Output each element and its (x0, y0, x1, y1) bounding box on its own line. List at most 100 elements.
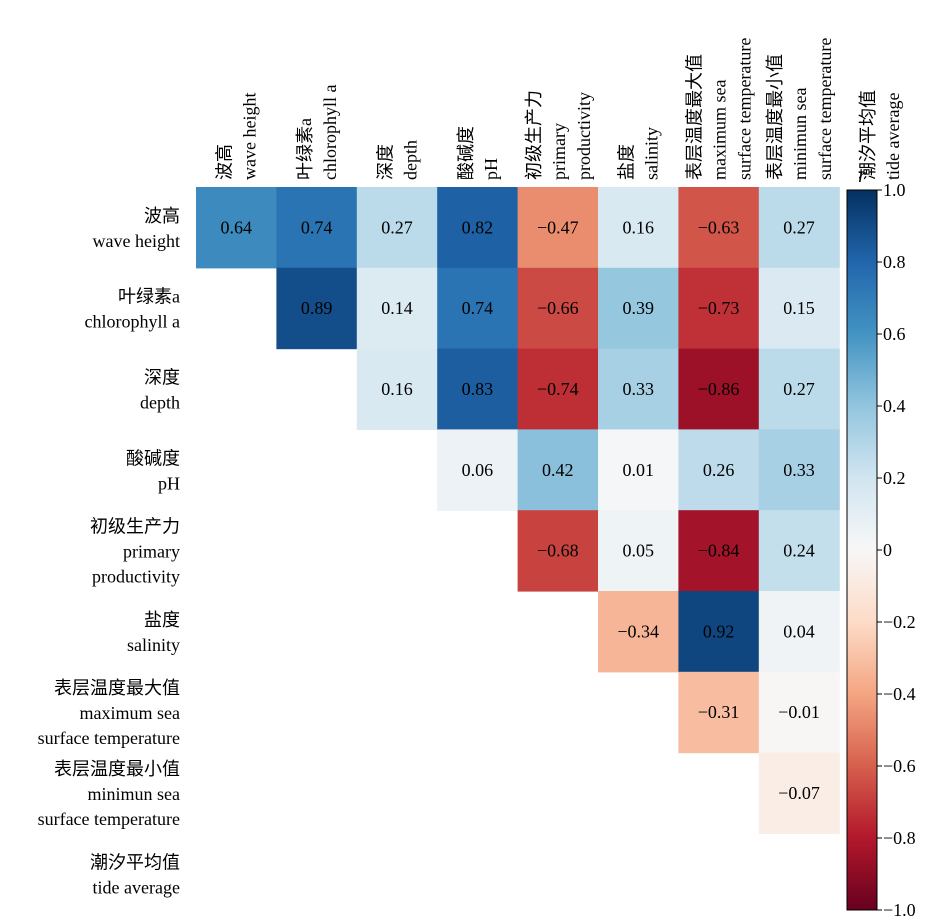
heatmap-cell (758, 429, 840, 511)
cell-value-label: 0.89 (301, 298, 333, 318)
heatmap-cell (276, 187, 358, 269)
cell-value-label: −0.73 (698, 298, 740, 318)
row-label: 盐度 (144, 610, 180, 630)
cell-value-label: −0.86 (698, 379, 740, 399)
column-label: 盐度 (617, 144, 637, 180)
cell-value-label: −0.84 (698, 541, 740, 561)
heatmap-cell (437, 348, 519, 430)
cell-value-label: 0.27 (783, 379, 815, 399)
heatmap-cell (517, 267, 599, 350)
cell-value-label: −0.31 (698, 702, 740, 722)
column-label: tide average (883, 93, 903, 180)
heatmap-cell (598, 187, 679, 269)
row-label: productivity (92, 567, 180, 587)
cell-value-label: −0.74 (537, 379, 579, 399)
cell-value-label: 0.27 (381, 217, 413, 237)
row-label: depth (140, 393, 180, 413)
row-label: surface temperature (38, 809, 180, 829)
heatmap-cell (437, 187, 519, 269)
heatmap-cell (196, 187, 277, 269)
colorbar-tick-label: −0.2 (883, 612, 916, 632)
row-label: 叶绿素a (118, 287, 180, 307)
column-label: surface temperature (735, 38, 755, 180)
column-label: wave height (240, 93, 260, 180)
cell-value-label: 0.26 (703, 460, 735, 480)
cell-value-label: 0.15 (783, 298, 815, 318)
row-label: 酸碱度 (126, 448, 180, 468)
column-label: pH (481, 158, 501, 180)
row-label: 表层温度最小值 (54, 759, 180, 779)
heatmap-cell (678, 187, 760, 269)
row-label: 表层温度最大值 (54, 678, 180, 698)
colorbar-tick-label: 1.0 (883, 180, 906, 200)
heatmap-cell (678, 348, 760, 430)
cell-value-label: 0.42 (542, 460, 574, 480)
cell-value-label: 0.24 (783, 541, 815, 561)
cell-value-label: 0.16 (381, 379, 413, 399)
column-labels: 波高 wave height 叶绿素a chlorophyll a 深度 depth 酸碱度… (215, 38, 903, 180)
column-label: 潮汐平均值 (858, 90, 878, 180)
row-label: tide average (93, 877, 180, 897)
colorbar-tick-label: 0.8 (883, 252, 906, 272)
heatmap-cell (758, 267, 840, 350)
cell-value-label: −0.66 (537, 298, 579, 318)
cell-value-label: 0.06 (462, 460, 494, 480)
heatmap-cell (517, 510, 599, 592)
heatmap-cell (678, 267, 760, 350)
cell-value-label: 0.64 (220, 217, 252, 237)
cell-value-label: 0.33 (783, 460, 815, 480)
colorbar-tick-label: 0 (883, 540, 892, 560)
column-label: productivity (574, 92, 594, 180)
heatmap-cell (598, 510, 679, 592)
heatmap-cell (276, 267, 358, 350)
cell-value-label: 0.01 (622, 460, 654, 480)
row-label: maximum sea (80, 703, 180, 723)
cell-value-label: 0.04 (783, 621, 815, 641)
colorbar: 1.0 0.8 0.6 0.4 0.2 0 −0.2 −0.4 −0.6 −0.8 −1.0 r (846, 165, 916, 920)
heatmap-cell (758, 591, 840, 673)
column-label: 表层温度最大值 (685, 54, 705, 180)
heatmap-cell (758, 510, 840, 592)
column-label: primary (549, 123, 569, 180)
heatmap-cell (356, 348, 438, 430)
colorbar-gradient (846, 189, 878, 911)
colorbar-tick-label: 0.6 (883, 324, 906, 344)
cell-value-label: 0.39 (622, 298, 654, 318)
column-label: 叶绿素a (295, 118, 315, 180)
cell-value-label: 0.74 (301, 217, 333, 237)
heatmap-cell (758, 187, 840, 269)
cell-value-label: −0.63 (698, 217, 740, 237)
cell-value-label: 0.16 (622, 217, 654, 237)
heatmap-cell (598, 591, 679, 673)
heatmap-cell (356, 267, 438, 350)
row-labels: 波高 wave height 叶绿素a chlorophyll a 深度 depth 酸碱度… (38, 206, 180, 897)
colorbar-tick-label: −0.6 (883, 756, 916, 776)
column-label: 酸碱度 (456, 126, 476, 180)
heatmap-cell (598, 348, 679, 430)
heatmap-cell (678, 510, 760, 592)
column-label: 深度 (376, 144, 396, 180)
column-label: surface temperature (815, 38, 835, 180)
colorbar-tick-label: −0.8 (883, 828, 916, 848)
heatmap-cell (517, 348, 599, 430)
cell-value-label: 0.82 (462, 217, 494, 237)
heatmap-cell (758, 348, 840, 430)
cell-value-label: 0.74 (462, 298, 494, 318)
column-label: depth (401, 140, 421, 180)
cell-value-label: −0.68 (537, 541, 579, 561)
row-label: surface temperature (38, 728, 180, 748)
row-label: primary (123, 542, 180, 562)
colorbar-tick-label: 0.2 (883, 468, 906, 488)
row-label: pH (158, 473, 180, 493)
heatmap-cells: 0.64 0.74 0.27 0.82 −0.47 0.16 −0.63 0.27 0.89 0.… (196, 187, 840, 834)
column-label: minimun sea (790, 88, 810, 181)
colorbar-tick-label: −1.0 (883, 900, 916, 920)
column-label: chlorophyll a (320, 85, 340, 180)
colorbar-tick-label: 0.4 (883, 396, 906, 416)
cell-value-label: −0.47 (537, 217, 579, 237)
heatmap-cell (678, 591, 760, 673)
heatmap-cell (517, 187, 599, 269)
cell-value-label: 0.92 (703, 621, 735, 641)
row-label: wave height (93, 231, 180, 251)
column-label: 初级生产力 (524, 90, 544, 180)
